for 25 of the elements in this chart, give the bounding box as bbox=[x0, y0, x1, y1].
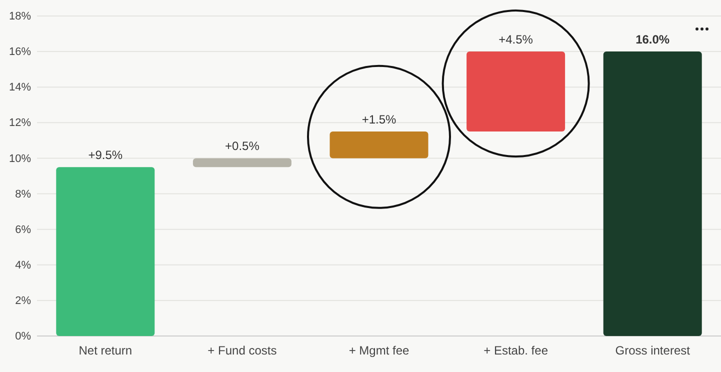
data-label: 16.0% bbox=[636, 32, 670, 47]
y-tick-label: 10% bbox=[8, 152, 32, 165]
y-tick-label: 6% bbox=[15, 224, 32, 236]
data-label: +9.5% bbox=[88, 148, 123, 162]
y-tick-label: 14% bbox=[8, 82, 32, 94]
data-label: +0.5% bbox=[225, 139, 260, 154]
x-tick-label: Gross interest bbox=[615, 344, 691, 358]
bar bbox=[56, 167, 155, 336]
data-label: +4.5% bbox=[498, 32, 534, 47]
y-tick-label: 18% bbox=[8, 10, 32, 23]
bar bbox=[192, 158, 292, 168]
y-tick-label: 8% bbox=[15, 188, 32, 200]
x-tick-label: Net return bbox=[78, 344, 132, 358]
y-tick-label: 12% bbox=[8, 117, 32, 130]
y-tick-label: 2% bbox=[15, 294, 32, 307]
bar bbox=[603, 52, 702, 336]
bar bbox=[466, 52, 566, 132]
y-tick-label: 0% bbox=[15, 330, 32, 343]
data-label: +1.5% bbox=[362, 112, 397, 127]
x-tick-label: + Fund costs bbox=[208, 344, 277, 358]
y-tick-label: 4% bbox=[15, 259, 32, 272]
bar bbox=[330, 132, 428, 158]
x-tick-label: + Estab. fee bbox=[484, 344, 548, 358]
y-tick-label: 16% bbox=[8, 46, 32, 58]
x-tick-label: + Mgmt fee bbox=[348, 344, 410, 358]
